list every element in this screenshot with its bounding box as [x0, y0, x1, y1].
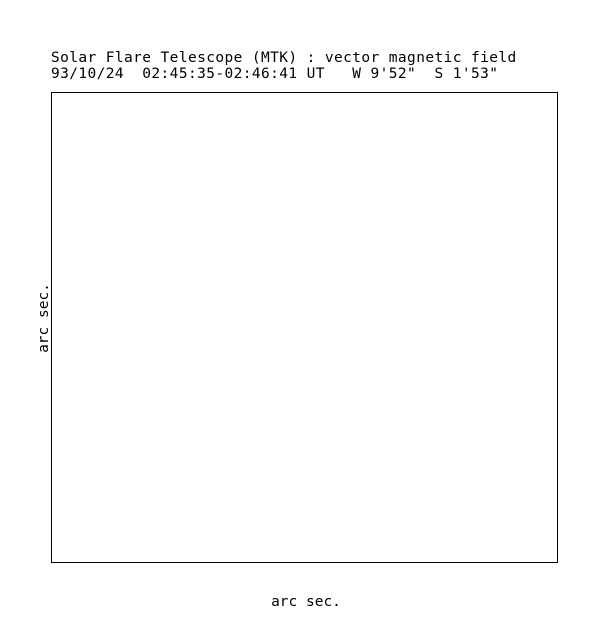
y-axis-label: arc sec. — [36, 283, 52, 353]
figure-title: Solar Flare Telescope (MTK) : vector mag… — [51, 50, 517, 66]
figure-subtitle: 93/10/24 02:45:35-02:46:41 UT W 9'52" S … — [51, 66, 499, 82]
x-axis-label: arc sec. — [271, 594, 341, 610]
magnetogram-plot-area — [51, 92, 558, 563]
magnetogram-image — [51, 92, 558, 563]
vector-field-overlay — [51, 92, 558, 563]
